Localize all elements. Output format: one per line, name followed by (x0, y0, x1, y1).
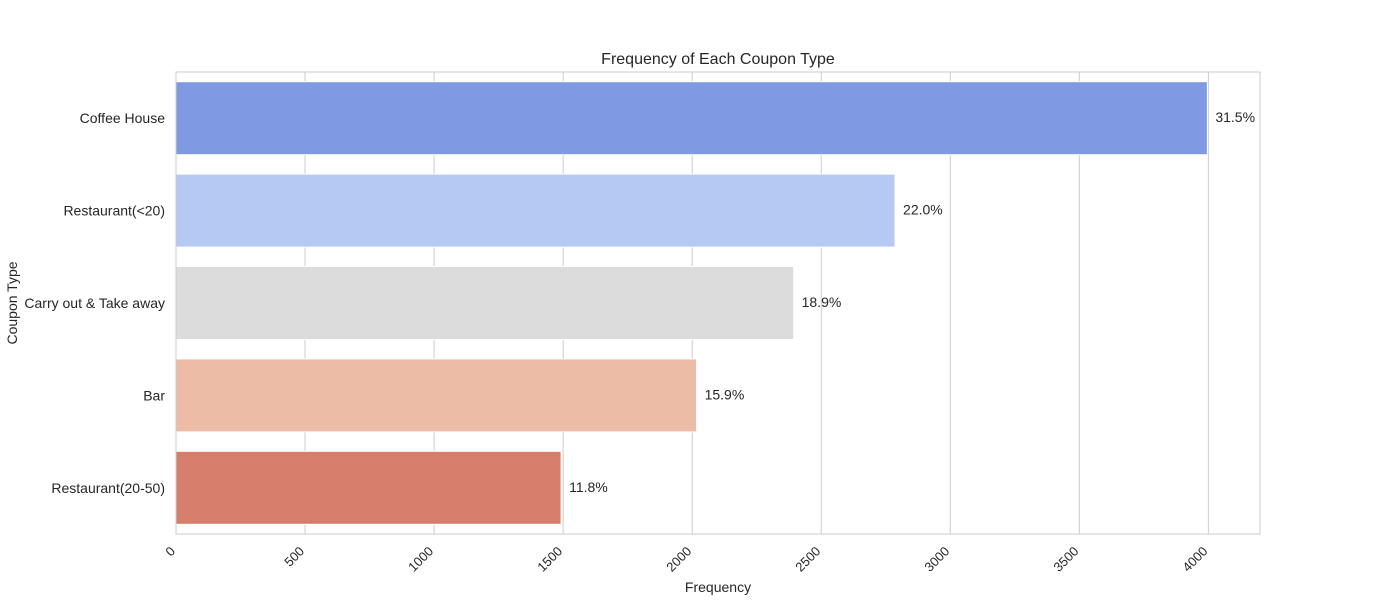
bars (175, 81, 1208, 525)
data-labels: 31.5% 22.0% 18.9% 15.9% 11.8% (569, 109, 1255, 495)
bar-value-label: 31.5% (1215, 109, 1255, 125)
y-tick-label: Restaurant(20-50) (51, 480, 165, 496)
x-tick-labels: 0 500 1000 1500 2000 2500 3000 3500 4000 (162, 544, 1210, 575)
x-tick-label: 1000 (405, 544, 436, 575)
y-tick-label: Restaurant(<20) (63, 203, 165, 219)
x-tick-label: 2000 (663, 544, 694, 575)
x-tick-label: 500 (281, 544, 307, 570)
bar-value-label: 18.9% (802, 294, 842, 310)
x-tick-label: 1500 (534, 544, 565, 575)
plot-frame (175, 71, 1261, 535)
bar (175, 173, 896, 248)
bar-value-label: 22.0% (903, 202, 943, 218)
x-tick-label: 2500 (792, 544, 823, 575)
bar-value-label: 15.9% (705, 386, 745, 402)
x-tick-label: 4000 (1179, 544, 1210, 575)
x-tick-label: 0 (162, 544, 178, 560)
y-tick-labels: Coffee House Restaurant(<20) Carry out & T… (24, 110, 165, 496)
x-tick-label: 3000 (921, 544, 952, 575)
bar (175, 81, 1208, 156)
x-axis-label: Frequency (685, 579, 751, 595)
y-tick-label: Coffee House (80, 110, 166, 126)
bar (175, 358, 698, 433)
chart-title: Frequency of Each Coupon Type (601, 51, 835, 68)
bar (175, 266, 795, 340)
y-axis-label: Coupon Type (4, 261, 20, 344)
bar-value-label: 11.8% (569, 479, 608, 495)
x-tick-label: 3500 (1050, 544, 1081, 575)
y-tick-label: Carry out & Take away (24, 295, 165, 311)
bar (175, 450, 562, 525)
y-tick-label: Bar (143, 387, 165, 403)
